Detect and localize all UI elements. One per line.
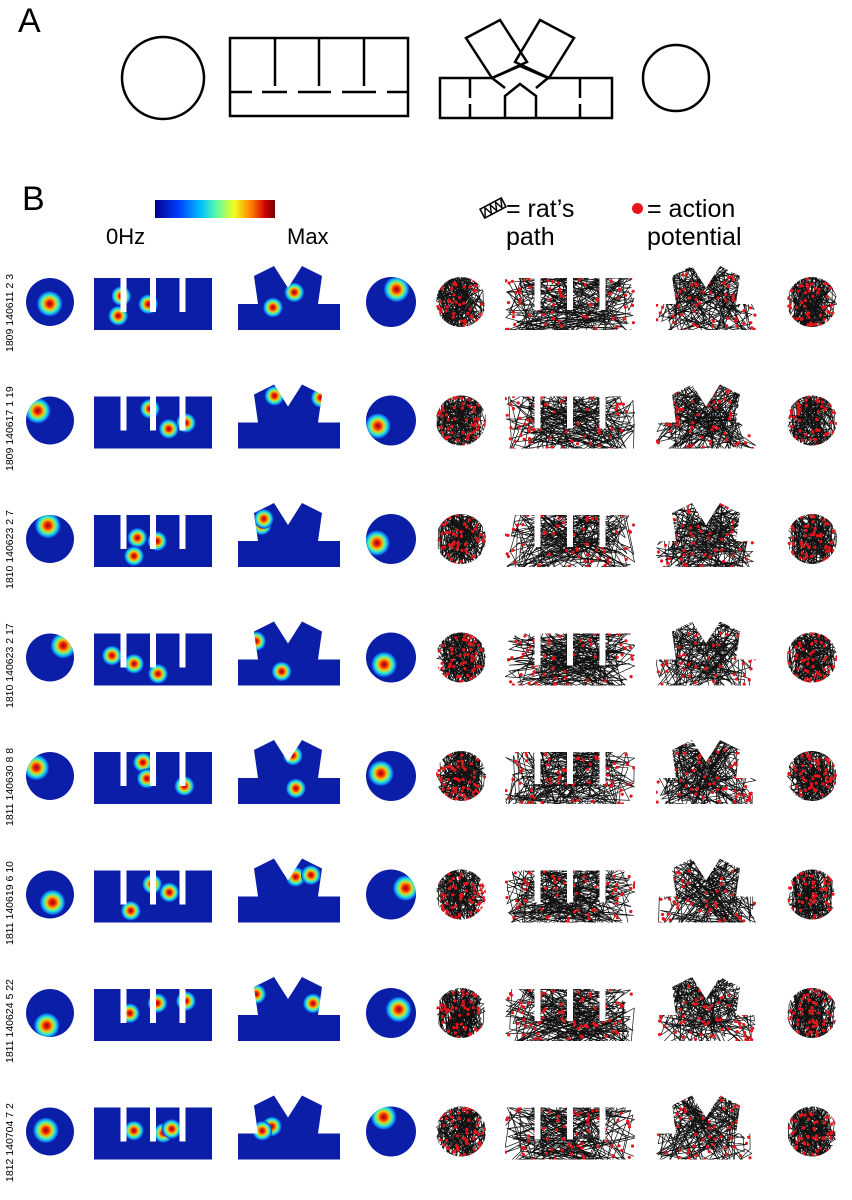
rate-map-four-room bbox=[94, 870, 212, 923]
rate-map-circle bbox=[366, 751, 416, 801]
spike-trajectory-circle bbox=[436, 632, 486, 683]
rate-map-circle bbox=[366, 632, 416, 683]
rate-map-circle bbox=[366, 395, 416, 446]
spike-trajectory-circle bbox=[436, 751, 486, 801]
rate-map-radial-maze bbox=[238, 858, 340, 923]
rate-map-circle bbox=[26, 752, 74, 800]
spike-trajectory-radial-maze bbox=[656, 266, 758, 330]
rat-path-legend-text: = rat’s path bbox=[506, 195, 575, 251]
rate-map-radial-maze bbox=[238, 621, 340, 686]
rate-map-circle bbox=[26, 989, 74, 1037]
spike-trajectory-four-room bbox=[505, 870, 635, 923]
spike-trajectory-circle bbox=[436, 988, 486, 1038]
rate-map-radial-maze bbox=[238, 266, 340, 330]
cell-id-label: 1809 140617 1 19 bbox=[4, 385, 16, 471]
cell-id-label: 1810 140623 2 7 bbox=[4, 510, 16, 589]
action-potential-legend-text: = action potential bbox=[647, 195, 742, 251]
rate-map-four-room bbox=[94, 515, 212, 567]
rate-map-four-room bbox=[94, 396, 212, 449]
spike-trajectory-radial-maze bbox=[656, 621, 757, 686]
panel-a-environment-schematics bbox=[120, 18, 711, 121]
spike-trajectory-four-room bbox=[505, 515, 635, 567]
cell-id-label: 1809 140611 2 3 bbox=[4, 273, 16, 352]
env-circle-left bbox=[120, 35, 206, 121]
spike-trajectory-radial-maze bbox=[656, 740, 757, 804]
spike-trajectory-four-room bbox=[505, 752, 635, 804]
rate-map-circle bbox=[26, 870, 74, 919]
spike-trajectory-four-room bbox=[505, 989, 635, 1041]
spike-trajectory-circle bbox=[436, 514, 486, 564]
panel-b-label: B bbox=[22, 180, 45, 218]
cell-row bbox=[26, 858, 837, 923]
rate-map-circle bbox=[366, 277, 416, 327]
rate-map-four-room bbox=[94, 278, 212, 330]
cell-id-label: 1811 140624 5 22 bbox=[4, 979, 16, 1063]
spike-trajectory-circle bbox=[787, 751, 837, 801]
spike-trajectory-radial-maze bbox=[656, 1095, 758, 1160]
spike-trajectory-circle bbox=[436, 1106, 486, 1157]
cell-id-label: 1810 140623 2 17 bbox=[4, 622, 16, 708]
rate-map-four-room bbox=[94, 989, 212, 1041]
cell-row bbox=[26, 266, 837, 330]
cell-row bbox=[26, 384, 837, 449]
cell-id-label: 1812 140704 7 2 bbox=[4, 1102, 16, 1182]
cell-row bbox=[26, 740, 837, 804]
rate-map-four-room bbox=[94, 752, 212, 804]
rate-map-circle bbox=[26, 396, 74, 445]
action-potential-legend-dot bbox=[632, 203, 643, 214]
spike-trajectory-circle bbox=[787, 277, 837, 327]
spike-trajectory-circle bbox=[787, 988, 837, 1038]
spike-trajectory-radial-maze bbox=[656, 977, 756, 1041]
spike-trajectory-circle bbox=[787, 632, 837, 683]
colorbar-min-label: 0Hz bbox=[106, 224, 146, 249]
spike-trajectory-circle bbox=[436, 277, 486, 327]
spike-trajectory-four-room bbox=[505, 633, 635, 686]
rate-map-radial-maze bbox=[238, 977, 340, 1041]
rate-map-circle bbox=[26, 633, 74, 682]
rate-map-radial-maze bbox=[238, 384, 340, 449]
rate-map-radial-maze bbox=[238, 1095, 340, 1160]
env-circle-right bbox=[641, 43, 711, 113]
spike-trajectory-four-room bbox=[505, 1107, 635, 1160]
rate-map-circle bbox=[26, 1107, 74, 1156]
rate-map-circle bbox=[26, 278, 74, 326]
spike-trajectory-radial-maze bbox=[656, 384, 757, 449]
cell-row bbox=[26, 977, 837, 1041]
rate-map-circle bbox=[26, 515, 74, 563]
spike-trajectory-radial-maze bbox=[656, 858, 757, 923]
cell-id-label: 1811 140619 6 10 bbox=[4, 860, 16, 945]
env-radial-maze bbox=[438, 18, 614, 120]
rate-map-four-room bbox=[94, 633, 212, 686]
spike-trajectory-circle bbox=[787, 869, 837, 920]
spike-trajectory-four-room bbox=[505, 278, 635, 330]
spike-trajectory-circle bbox=[436, 869, 486, 920]
spike-trajectory-circle bbox=[787, 514, 837, 564]
cell-id-label: 1811 140630 8 8 bbox=[4, 747, 16, 826]
firing-rate-colorbar bbox=[155, 200, 275, 218]
cell-row bbox=[26, 503, 837, 567]
spike-trajectory-circle bbox=[436, 395, 486, 446]
cell-row bbox=[26, 621, 837, 686]
colorbar-max-label: Max bbox=[287, 224, 329, 249]
spike-trajectory-circle bbox=[787, 1106, 837, 1157]
panel-a-label: A bbox=[18, 2, 41, 40]
spike-trajectory-radial-maze bbox=[656, 503, 757, 567]
rate-map-circle bbox=[366, 514, 416, 564]
rate-map-circle bbox=[366, 869, 416, 920]
rat-path-legend-icon bbox=[479, 197, 507, 219]
spike-trajectory-four-room bbox=[505, 396, 635, 449]
rate-map-circle bbox=[366, 1106, 416, 1157]
rate-map-four-room bbox=[94, 1107, 212, 1160]
rate-map-radial-maze bbox=[238, 740, 340, 804]
rate-map-circle bbox=[366, 988, 416, 1038]
rate-map-radial-maze bbox=[238, 503, 340, 567]
spike-trajectory-circle bbox=[787, 395, 837, 446]
cell-row bbox=[26, 1095, 837, 1160]
env-four-room-linear bbox=[228, 36, 410, 118]
